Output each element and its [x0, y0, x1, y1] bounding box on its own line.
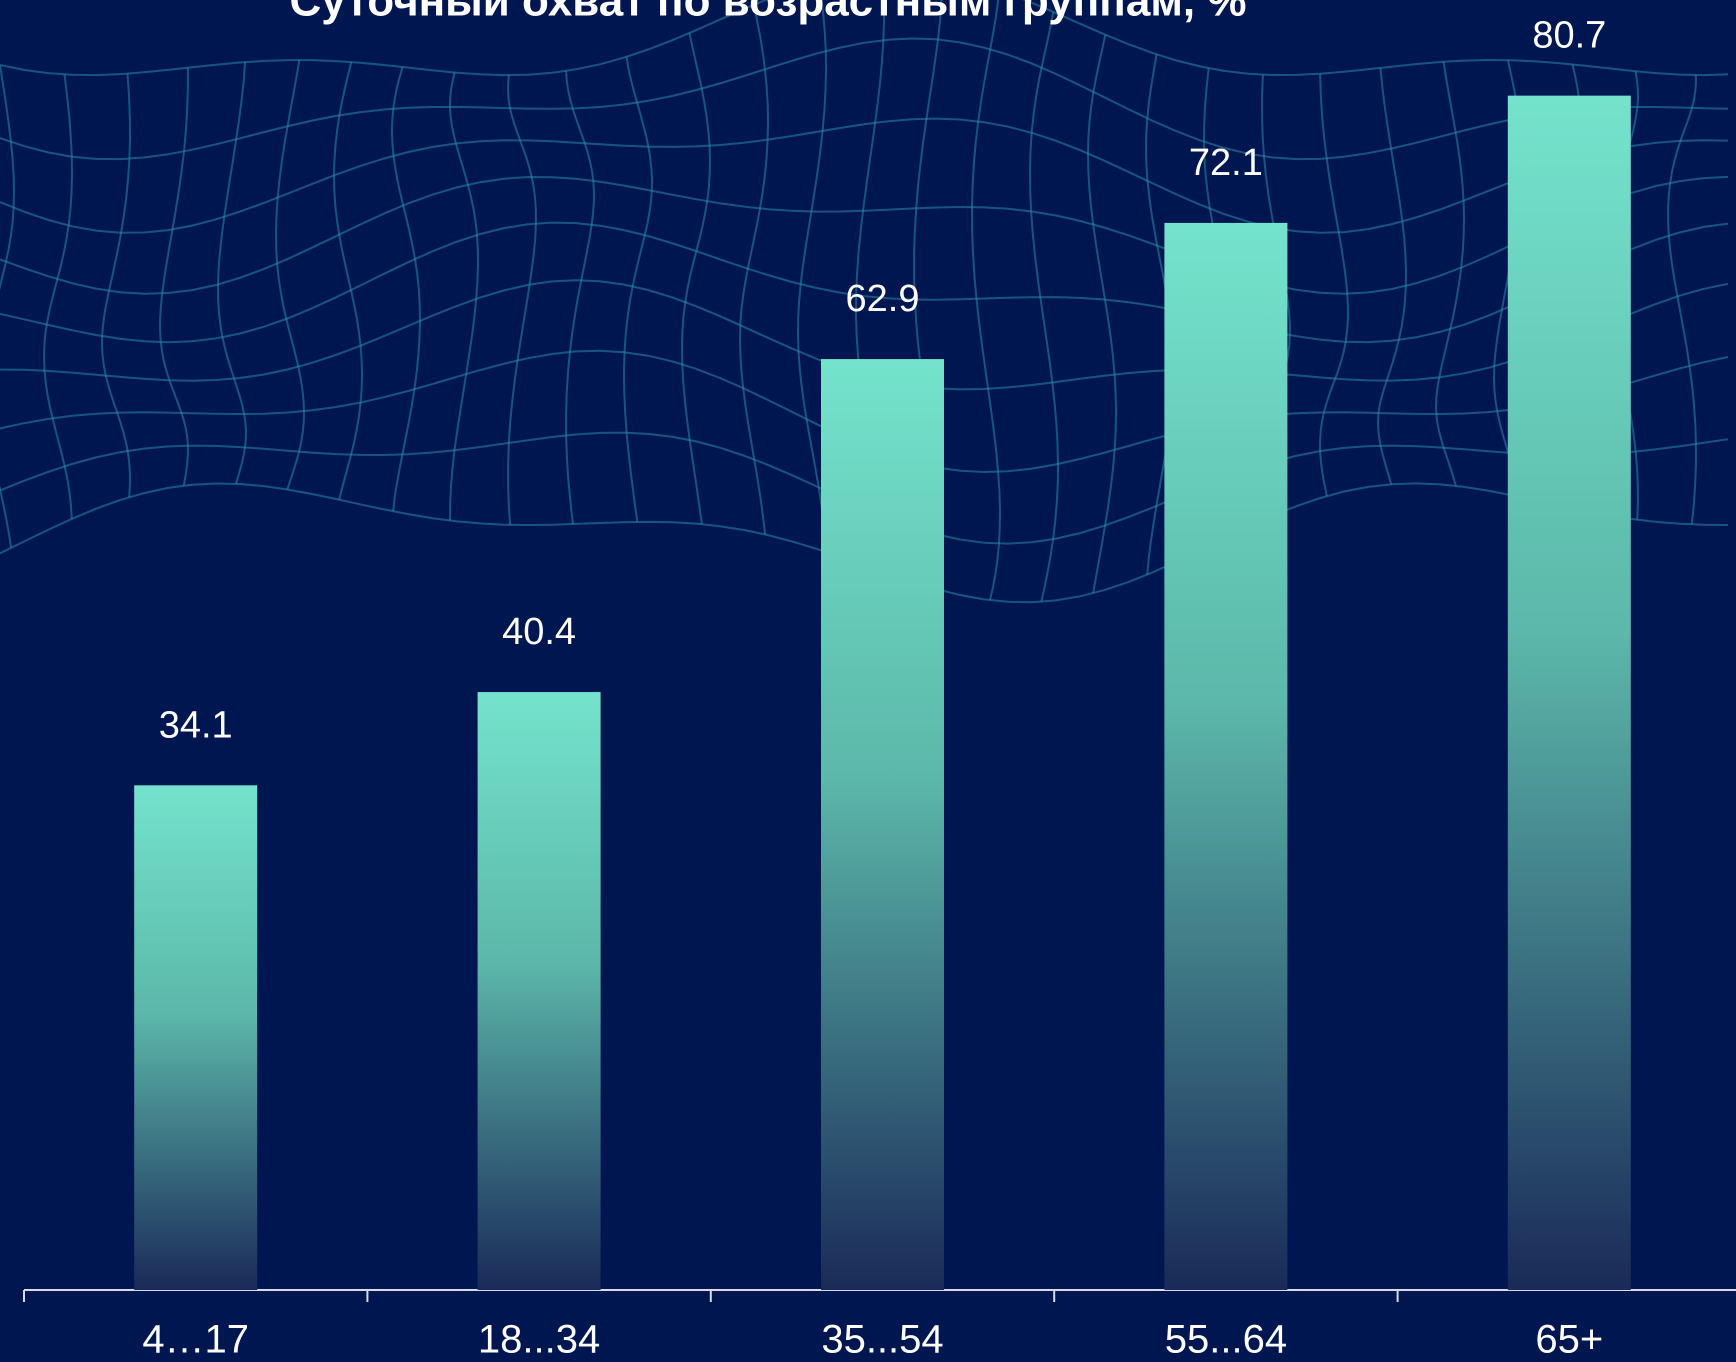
bar — [821, 359, 944, 1291]
mesh-line — [0, 117, 1729, 234]
mesh-line — [42, 74, 74, 519]
mesh-line — [100, 73, 132, 498]
mesh-line — [1434, 61, 1466, 487]
bar — [134, 785, 258, 1290]
x-tick-label: 18...34 — [478, 1318, 600, 1362]
bar — [1507, 95, 1631, 1290]
mesh-line — [1319, 73, 1349, 497]
mesh-line — [0, 0, 1729, 77]
value-label: 72.1 — [1189, 142, 1263, 184]
mesh-line — [622, 56, 654, 523]
mesh-line — [448, 72, 480, 521]
value-label: 80.7 — [1532, 15, 1606, 57]
mesh-line — [1376, 67, 1408, 485]
mesh-line — [796, 0, 828, 552]
bar — [477, 692, 601, 1290]
mesh-line — [1086, 34, 1118, 594]
mesh-line — [159, 67, 189, 486]
x-tick-label: 35...54 — [821, 1318, 943, 1362]
value-label: 34.1 — [159, 704, 233, 746]
mesh-line — [1028, 11, 1060, 603]
mesh-line — [680, 32, 712, 525]
x-tick-label: 55...64 — [1165, 1318, 1287, 1362]
mesh-line — [216, 62, 248, 485]
mesh-line — [507, 75, 537, 525]
chart-title: Суточный охват по возрастным группам, % — [290, 0, 1247, 26]
x-tick-label: 65+ — [1535, 1318, 1603, 1362]
mesh-line — [970, 0, 1002, 601]
mesh-line — [332, 61, 364, 500]
value-label: 62.9 — [846, 278, 920, 320]
mesh-line — [274, 59, 306, 490]
mesh-line — [0, 221, 1729, 344]
mesh-line — [738, 4, 770, 535]
bar — [1164, 222, 1288, 1290]
mesh-line — [1667, 75, 1697, 525]
value-label: 40.4 — [502, 611, 576, 653]
x-tick-label: 4…17 — [142, 1318, 249, 1362]
mesh-line — [565, 70, 595, 525]
mesh-line — [390, 66, 422, 512]
mesh-line — [0, 64, 16, 548]
